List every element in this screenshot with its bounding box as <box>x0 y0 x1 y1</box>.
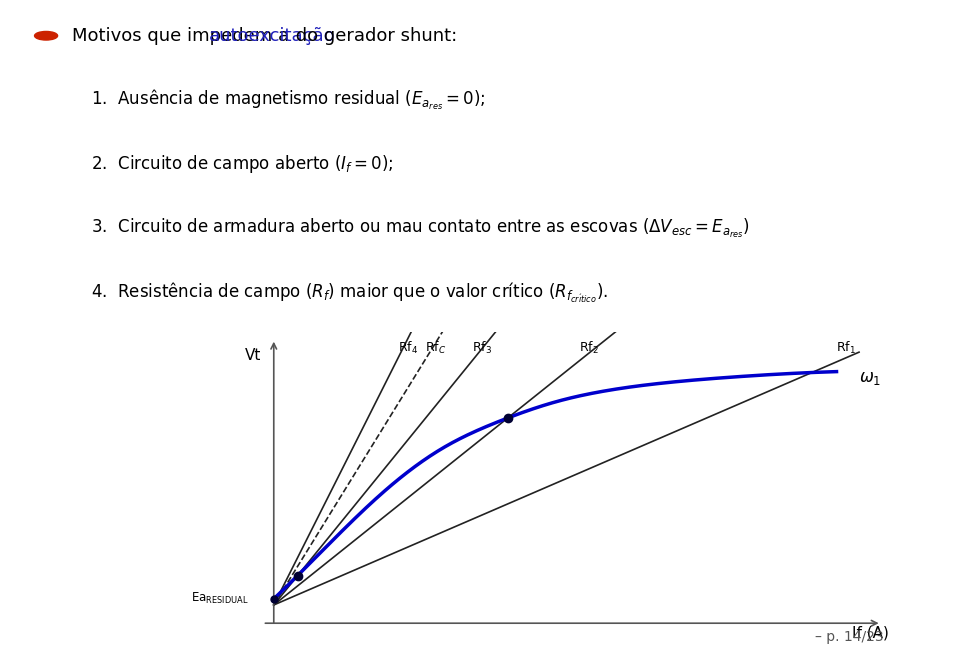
Circle shape <box>35 31 58 40</box>
Text: $\omega_1$: $\omega_1$ <box>859 369 881 387</box>
Text: – p. 14/23: – p. 14/23 <box>815 629 883 644</box>
Text: Rf$_C$: Rf$_C$ <box>425 340 446 356</box>
Text: 3.  Circuito de armadura aberto ou mau contato entre as escovas ($\Delta V_{esc}: 3. Circuito de armadura aberto ou mau co… <box>91 217 750 240</box>
Text: If (A): If (A) <box>852 625 889 640</box>
Text: Rf$_2$: Rf$_2$ <box>579 340 598 356</box>
Text: autoexcitação: autoexcitação <box>209 27 336 45</box>
Text: Rf$_4$: Rf$_4$ <box>397 340 418 356</box>
Text: do gerador shunt:: do gerador shunt: <box>290 27 458 45</box>
Text: 2.  Circuito de campo aberto ($I_f = 0$);: 2. Circuito de campo aberto ($I_f = 0$); <box>91 153 394 176</box>
Text: Ea$_{\rm RESIDUAL}$: Ea$_{\rm RESIDUAL}$ <box>191 592 249 606</box>
Text: Vt: Vt <box>246 348 262 363</box>
Text: Motivos que impedem a: Motivos que impedem a <box>72 27 295 45</box>
Text: Rf$_3$: Rf$_3$ <box>472 340 492 356</box>
Text: Rf$_1$: Rf$_1$ <box>836 340 856 356</box>
Text: 4.  Resistência de campo ($R_f$) maior que o valor crítico ($R_{f_{cr\acute{\ima: 4. Resistência de campo ($R_f$) maior qu… <box>91 281 609 306</box>
Text: 1.  Ausência de magnetismo residual ($E_{a_{res}} = 0$);: 1. Ausência de magnetismo residual ($E_{… <box>91 88 486 112</box>
